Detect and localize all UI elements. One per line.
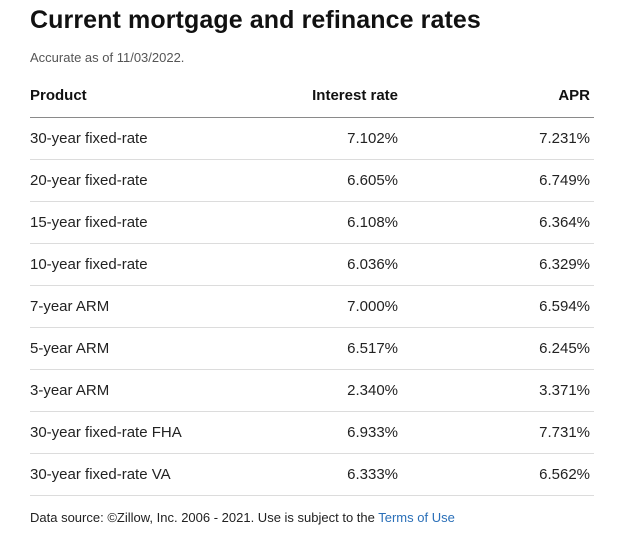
apr-cell: 6.594% bbox=[539, 298, 590, 315]
table-row: 15-year fixed-rate 6.108% 6.364% bbox=[30, 202, 594, 244]
apr-cell: 6.329% bbox=[539, 256, 590, 273]
table-row: 30-year fixed-rate FHA 6.933% 7.731% bbox=[30, 412, 594, 454]
table-row: 10-year fixed-rate 6.036% 6.329% bbox=[30, 244, 594, 286]
apr-cell: 7.231% bbox=[539, 130, 590, 147]
apr-cell: 6.562% bbox=[539, 466, 590, 483]
accuracy-date: Accurate as of 11/03/2022. bbox=[30, 50, 185, 65]
page-title: Current mortgage and refinance rates bbox=[30, 6, 481, 34]
product-cell: 30-year fixed-rate VA bbox=[30, 466, 171, 483]
product-cell: 20-year fixed-rate bbox=[30, 172, 148, 189]
interest-rate-cell: 6.605% bbox=[347, 172, 398, 189]
product-cell: 5-year ARM bbox=[30, 340, 110, 357]
data-source-note: Data source: ©Zillow, Inc. 2006 - 2021. … bbox=[30, 510, 455, 525]
table-row: 7-year ARM 7.000% 6.594% bbox=[30, 286, 594, 328]
apr-cell: 6.364% bbox=[539, 214, 590, 231]
table-row: 3-year ARM 2.340% 3.371% bbox=[30, 370, 594, 412]
product-cell: 30-year fixed-rate bbox=[30, 130, 148, 147]
interest-rate-cell: 7.102% bbox=[347, 130, 398, 147]
product-cell: 15-year fixed-rate bbox=[30, 214, 148, 231]
rates-table: Product Interest rate APR 30-year fixed-… bbox=[30, 76, 594, 496]
product-cell: 3-year ARM bbox=[30, 382, 110, 399]
apr-cell: 3.371% bbox=[539, 382, 590, 399]
header-interest-rate: Interest rate bbox=[312, 87, 398, 104]
table-row: 20-year fixed-rate 6.605% 6.749% bbox=[30, 160, 594, 202]
interest-rate-cell: 6.036% bbox=[347, 256, 398, 273]
interest-rate-cell: 6.333% bbox=[347, 466, 398, 483]
interest-rate-cell: 6.108% bbox=[347, 214, 398, 231]
interest-rate-cell: 6.933% bbox=[347, 424, 398, 441]
product-cell: 7-year ARM bbox=[30, 298, 110, 315]
table-row: 30-year fixed-rate 7.102% 7.231% bbox=[30, 118, 594, 160]
apr-cell: 6.245% bbox=[539, 340, 590, 357]
interest-rate-cell: 7.000% bbox=[347, 298, 398, 315]
header-apr: APR bbox=[558, 87, 590, 104]
apr-cell: 6.749% bbox=[539, 172, 590, 189]
apr-cell: 7.731% bbox=[539, 424, 590, 441]
table-row: 5-year ARM 6.517% 6.245% bbox=[30, 328, 594, 370]
header-product: Product bbox=[30, 87, 87, 104]
table-row: 30-year fixed-rate VA 6.333% 6.562% bbox=[30, 454, 594, 496]
data-source-text: Data source: ©Zillow, Inc. 2006 - 2021. … bbox=[30, 510, 379, 525]
interest-rate-cell: 2.340% bbox=[347, 382, 398, 399]
product-cell: 30-year fixed-rate FHA bbox=[30, 424, 182, 441]
product-cell: 10-year fixed-rate bbox=[30, 256, 148, 273]
interest-rate-cell: 6.517% bbox=[347, 340, 398, 357]
terms-of-use-link[interactable]: Terms of Use bbox=[378, 510, 455, 525]
table-header: Product Interest rate APR bbox=[30, 76, 594, 118]
